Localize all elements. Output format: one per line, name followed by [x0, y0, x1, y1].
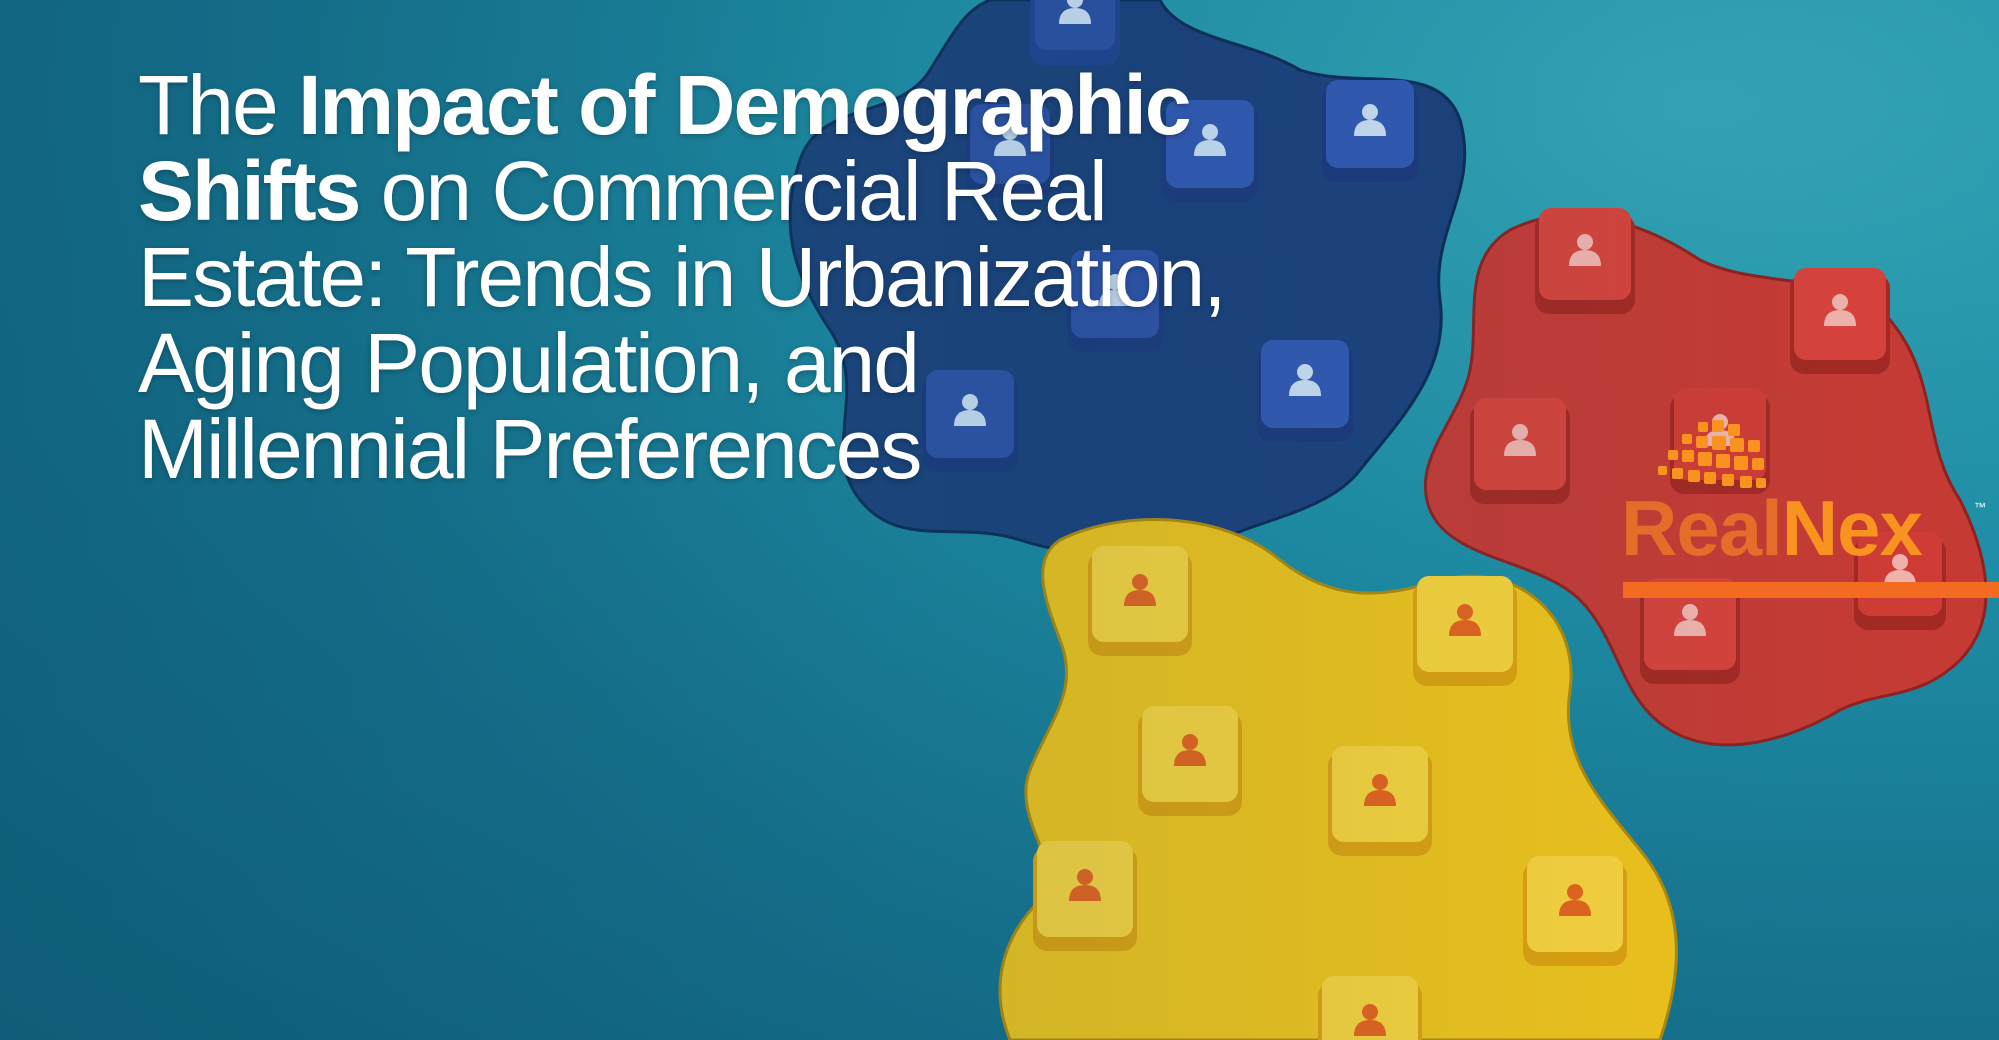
- realnex-logo: RealNex ™: [1618, 420, 1999, 600]
- title-lead: The: [138, 58, 299, 152]
- logo-word-nex: Nex: [1781, 484, 1923, 572]
- logo-wordmark: RealNex: [1621, 488, 1923, 568]
- trademark-symbol: ™: [1974, 500, 1986, 514]
- page-title: The Impact of Demographic Shifts on Comm…: [138, 62, 1238, 492]
- pixel-globe-icon: [1658, 420, 1766, 488]
- logo-word-real: Real: [1621, 484, 1783, 572]
- title-emphasis: Impact of Demographic Shifts: [138, 58, 1192, 238]
- logo-underline-bar: [1623, 582, 1999, 598]
- title-rest: on Commercial Real Estate: Trends in Urb…: [138, 144, 1227, 496]
